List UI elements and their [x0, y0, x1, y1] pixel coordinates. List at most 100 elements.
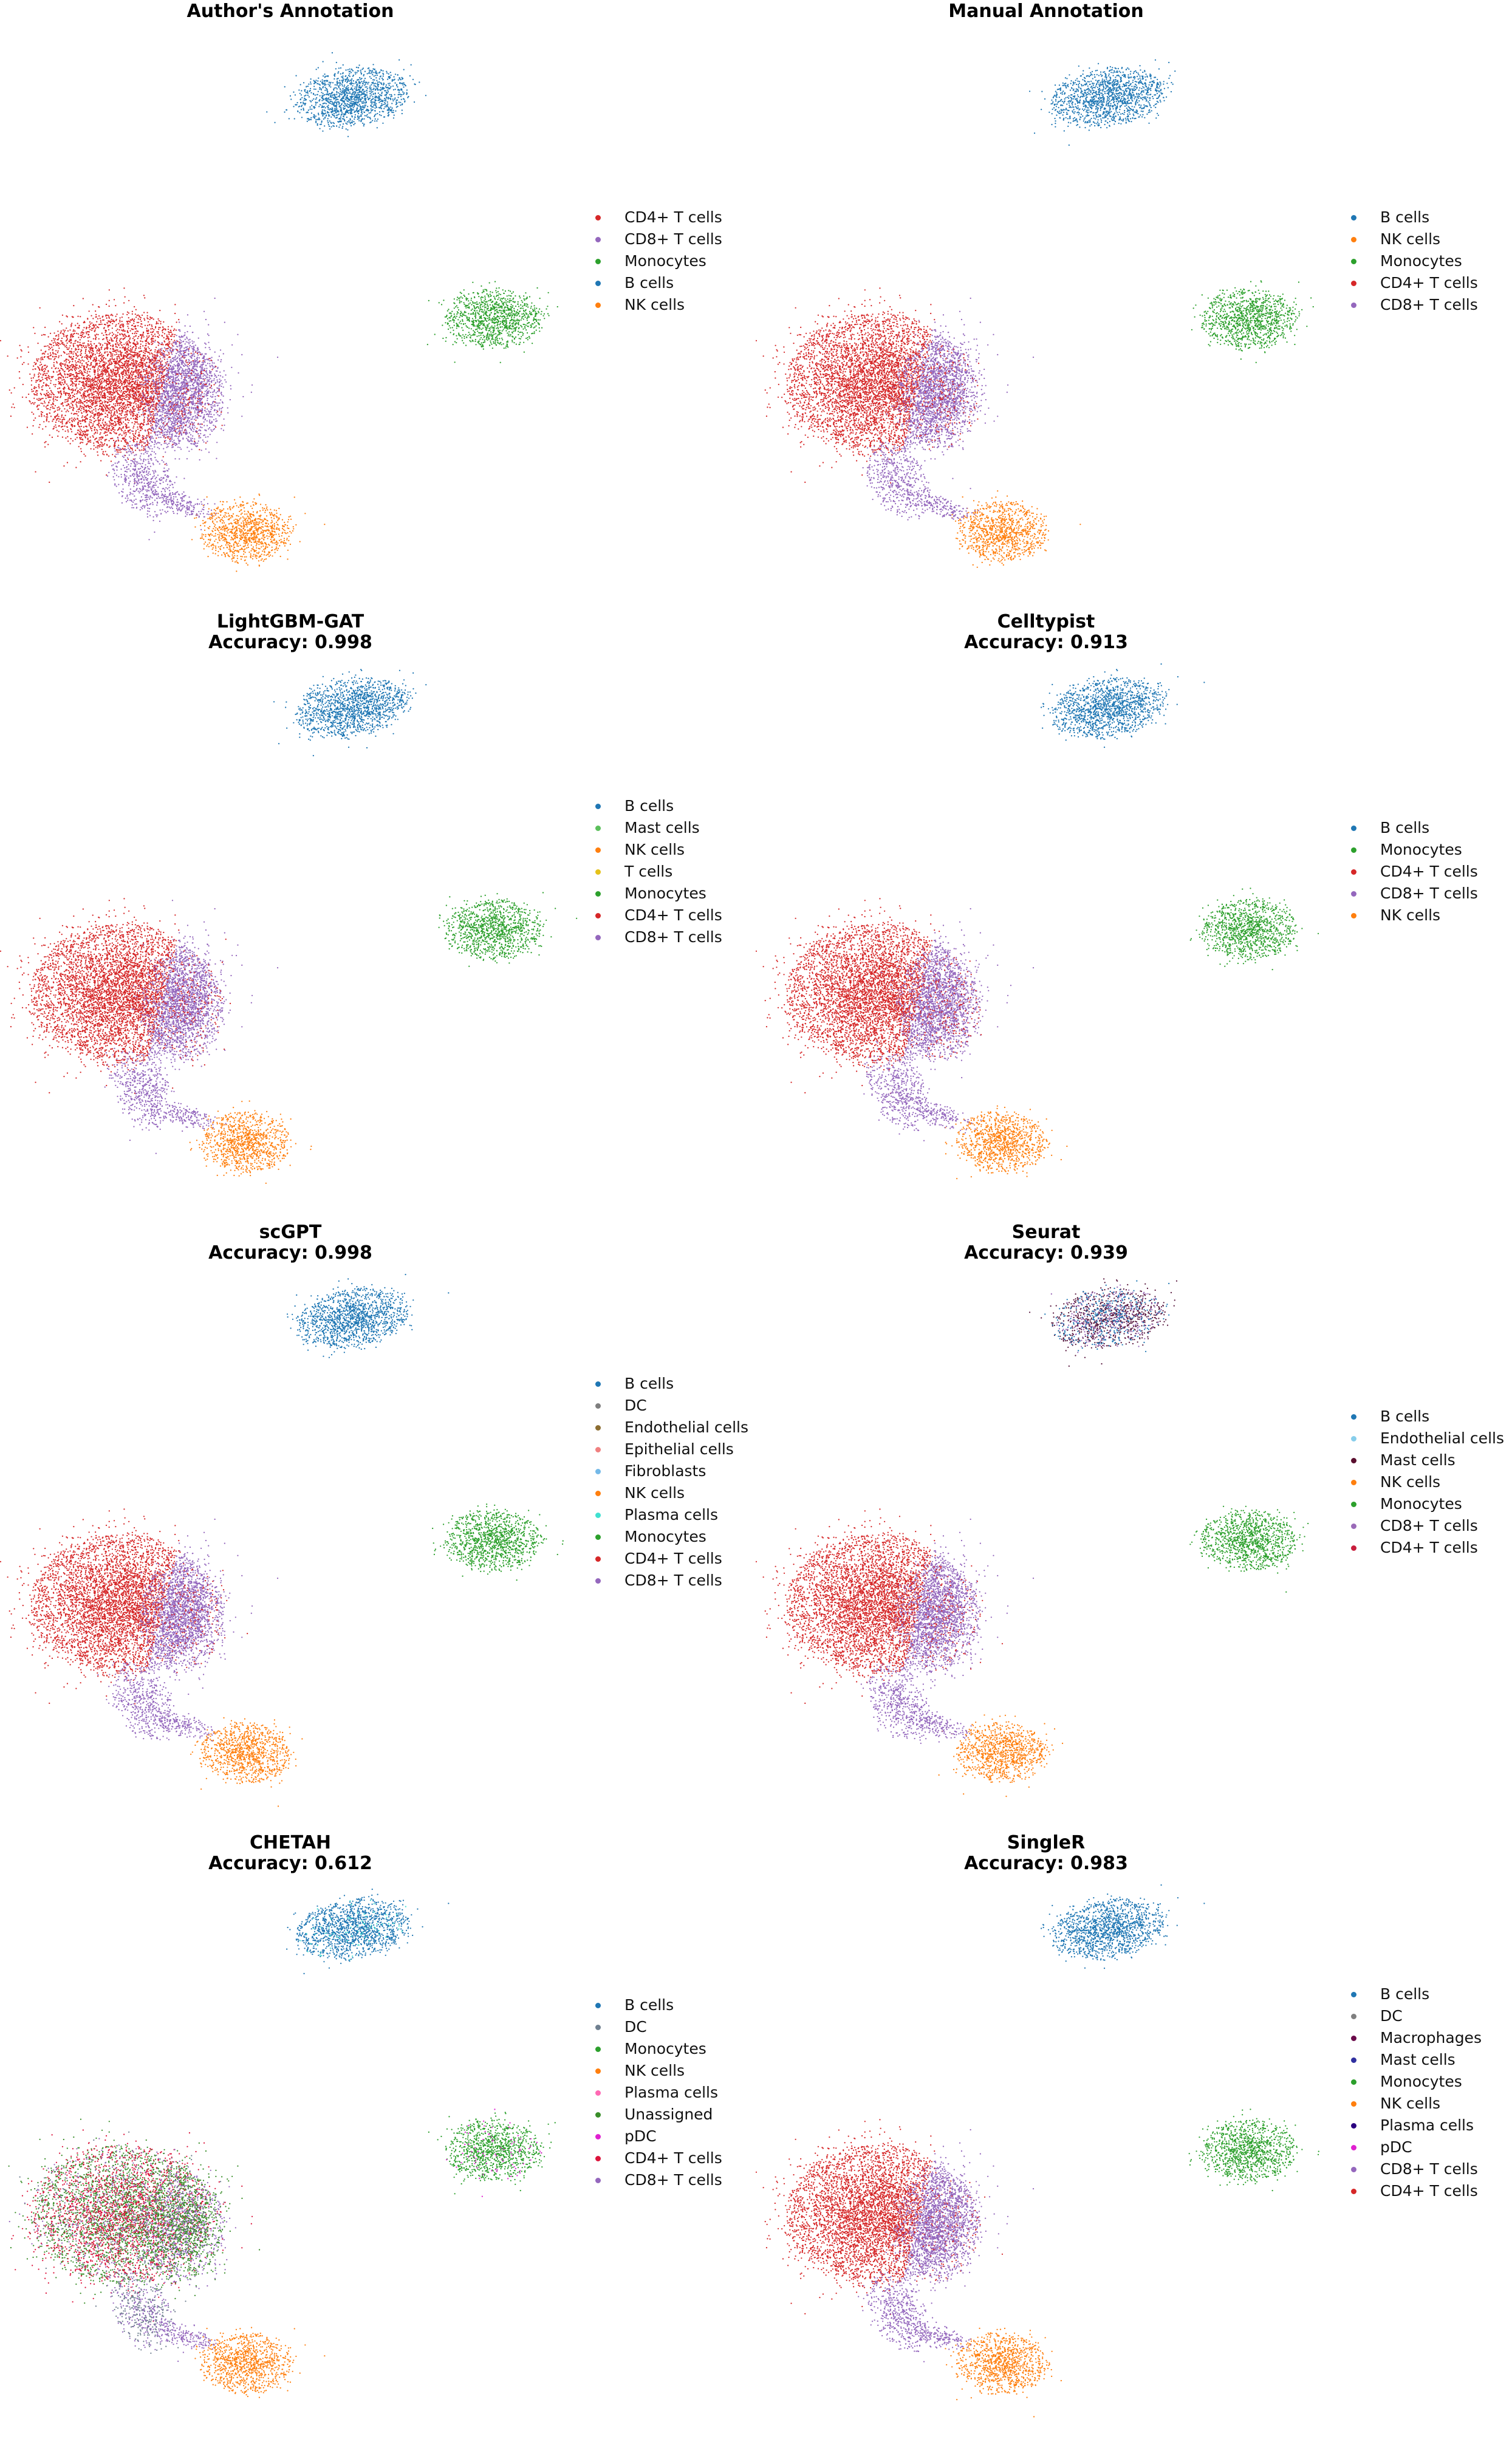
legend-label: Monocytes	[1380, 2073, 1462, 2090]
legend-label: DC	[1380, 2007, 1403, 2025]
panel-title: SingleR Accuracy: 0.983	[756, 1833, 1336, 1874]
legend-label: Monocytes	[1380, 252, 1462, 270]
legend-label: T cells	[624, 863, 673, 880]
legend-marker-icon	[595, 1425, 601, 1431]
legend-label: CD8+ T cells	[624, 1572, 722, 1589]
legend-marker-icon	[1351, 913, 1356, 918]
legend-label: CD4+ T cells	[1380, 274, 1478, 292]
legend-marker-icon	[595, 1403, 601, 1409]
legend-item: pDC	[1349, 2136, 1482, 2158]
legend-marker-icon	[595, 2156, 601, 2161]
legend-item: CD4+ T cells	[593, 207, 722, 228]
umap-panel: Manual Annotation B cells NK cells Monocyte…	[756, 0, 1511, 607]
legend-item: CD4+ T cells	[593, 905, 722, 926]
accuracy-label: Accuracy: 0.983	[964, 1853, 1128, 1874]
legend-label: NK cells	[1380, 1473, 1441, 1491]
legend-item: CD8+ T cells	[1349, 294, 1478, 316]
legend-marker-icon	[595, 1447, 601, 1452]
legend-item: Plasma cells	[593, 1504, 748, 1526]
panel-title: scGPT Accuracy: 0.998	[0, 1222, 581, 1264]
legend-item: NK cells	[593, 294, 722, 316]
legend-label: Endothelial cells	[1380, 1429, 1504, 1447]
legend-marker-icon	[595, 215, 601, 221]
accuracy-label: Accuracy: 0.913	[964, 632, 1128, 653]
legend-marker-icon	[1351, 281, 1356, 286]
legend-label: NK cells	[1380, 2095, 1441, 2112]
legend-label: Epithelial cells	[624, 1440, 734, 1458]
panel-title: Seurat Accuracy: 0.939	[756, 1222, 1336, 1264]
legend-item: Epithelial cells	[593, 1438, 748, 1460]
umap-panel: scGPT Accuracy: 0.998 B cells DC Endothelial…	[0, 1221, 756, 1828]
legend-item: NK cells	[593, 2060, 722, 2082]
legend-marker-icon	[1351, 869, 1356, 875]
legend-marker-icon	[1351, 2189, 1356, 2194]
legend-marker-icon	[595, 259, 601, 264]
legend-label: B cells	[1380, 1985, 1430, 2003]
legend-item: Monocytes	[1349, 839, 1478, 861]
method-name: Manual Annotation	[948, 1, 1144, 22]
legend-label: CD8+ T cells	[1380, 296, 1478, 313]
legend-marker-icon	[595, 2047, 601, 2052]
legend-item: CD8+ T cells	[593, 228, 722, 250]
legend-label: Monocytes	[624, 2040, 706, 2057]
legend: B cells Mast cells NK cells T cells Monocyte…	[593, 795, 722, 948]
umap-scatter	[0, 669, 578, 1184]
legend-item: DC	[1349, 2005, 1482, 2027]
legend-label: CD4+ T cells	[624, 208, 722, 226]
legend-item: NK cells	[593, 1482, 748, 1504]
legend-label: pDC	[1380, 2138, 1412, 2156]
legend-marker-icon	[1351, 1480, 1356, 1485]
legend-item: Mast cells	[1349, 1449, 1504, 1471]
legend-label: NK cells	[624, 2062, 685, 2079]
legend-item: Monocytes	[1349, 250, 1478, 272]
legend-marker-icon	[1351, 1992, 1356, 1997]
legend-item: Endothelial cells	[1349, 1428, 1504, 1449]
legend-label: B cells	[1380, 819, 1430, 836]
method-name: CHETAH	[249, 1832, 332, 1853]
accuracy-label: Accuracy: 0.998	[208, 632, 372, 653]
legend: B cells DC Macrophages Mast cells Monocytes N…	[1349, 1983, 1482, 2202]
legend-label: Monocytes	[624, 252, 706, 270]
legend-label: NK cells	[624, 841, 685, 858]
legend-marker-icon	[595, 303, 601, 308]
umap-panel: Author's Annotation CD4+ T cells CD8+ T ce…	[0, 0, 756, 607]
legend-marker-icon	[595, 2003, 601, 2008]
legend-marker-icon	[595, 1578, 601, 1584]
method-name: LightGBM-GAT	[216, 611, 364, 632]
legend-item: CD8+ T cells	[593, 1570, 748, 1592]
legend-item: Unassigned	[593, 2104, 722, 2126]
legend-label: NK cells	[1380, 230, 1441, 248]
legend-item: CD8+ T cells	[1349, 2158, 1482, 2180]
umap-points	[8, 1889, 556, 2398]
legend-marker-icon	[1351, 2123, 1356, 2129]
legend-label: NK cells	[624, 1484, 685, 1502]
legend-label: B cells	[1380, 1407, 1430, 1425]
legend-item: CD8+ T cells	[593, 926, 722, 948]
legend-marker-icon	[1351, 2057, 1356, 2063]
legend-label: B cells	[624, 1996, 674, 2014]
umap-scatter	[756, 59, 1314, 568]
panel-title: Author's Annotation	[0, 1, 581, 22]
legend: B cells DC Monocytes NK cells Plasma cells Un…	[593, 1994, 722, 2191]
umap-panel: SingleR Accuracy: 0.983 B cells DC Macrophag…	[756, 1832, 1511, 2439]
legend-label: Monocytes	[1380, 1495, 1462, 1513]
legend-item: B cells	[1349, 1983, 1482, 2005]
legend-marker-icon	[1351, 2167, 1356, 2172]
umap-points	[0, 52, 558, 572]
legend-label: DC	[624, 2018, 647, 2036]
legend-label: Endothelial cells	[624, 1418, 748, 1436]
method-name: Author's Annotation	[186, 1, 394, 22]
umap-panel: Seurat Accuracy: 0.939 B cells Endothelial …	[756, 1221, 1511, 1828]
legend-marker-icon	[1351, 2101, 1356, 2107]
legend-marker-icon	[1351, 2036, 1356, 2041]
legend-marker-icon	[1351, 259, 1356, 264]
legend-item: CD4+ T cells	[1349, 1537, 1504, 1559]
legend-label: B cells	[624, 1375, 674, 1392]
legend-label: Monocytes	[1380, 841, 1462, 858]
legend-marker-icon	[595, 913, 601, 918]
legend-item: Endothelial cells	[593, 1417, 748, 1438]
legend-item: Fibroblasts	[593, 1460, 748, 1482]
legend-item: DC	[593, 1395, 748, 1417]
legend-marker-icon	[1351, 1545, 1356, 1551]
legend-marker-icon	[595, 2068, 601, 2074]
